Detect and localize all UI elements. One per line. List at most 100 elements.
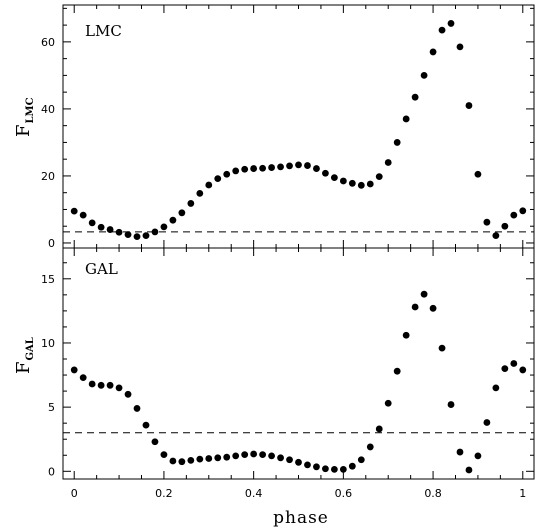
lmc-data-point [474, 170, 482, 178]
lmc-plot-frame [62, 4, 535, 249]
lmc-data-point [88, 219, 96, 227]
gal-y-tick-label: 15 [41, 273, 55, 286]
gal-data-point [214, 454, 222, 462]
gal-data-point [196, 455, 204, 463]
lmc-y-tick-label: 60 [41, 36, 55, 49]
lmc-panel: 0 20 40 60 LMC FLMC [13, 4, 535, 250]
lmc-data-point [232, 167, 240, 175]
x-tick-label: 0.6 [335, 487, 353, 500]
gal-data-point [295, 458, 302, 466]
lmc-data-point [519, 207, 527, 215]
gal-panel-label: GAL [85, 260, 118, 278]
lmc-y-axis-label: FLMC [13, 97, 36, 137]
lmc-data-point [384, 159, 392, 166]
x-axis-label: phase [273, 508, 329, 528]
lmc-data-point [295, 161, 302, 169]
gal-data-point [438, 344, 446, 352]
lmc-data-point [151, 228, 159, 236]
gal-data-point [501, 365, 509, 373]
lmc-data-point [277, 163, 284, 171]
lmc-y-tick-labels: 0 20 40 60 [41, 36, 55, 250]
gal-data-point [187, 456, 195, 464]
gal-data-point [124, 390, 132, 398]
gal-plot-frame [62, 247, 535, 480]
gal-data-point [151, 438, 159, 446]
gal-data-point [519, 366, 527, 374]
lmc-data-point [214, 175, 222, 183]
lmc-data-point [429, 48, 437, 56]
x-tick-label: 0 [71, 487, 78, 500]
gal-y-tick-label: 5 [48, 401, 55, 414]
lmc-data-point [411, 93, 419, 101]
gal-data-points [70, 290, 527, 474]
gal-data-point [384, 399, 392, 407]
lmc-data-point [124, 231, 132, 238]
gal-data-point [223, 453, 231, 461]
gal-data-point [330, 465, 338, 473]
lmc-data-point [456, 43, 464, 51]
gal-data-point [106, 381, 114, 389]
lmc-data-point [483, 218, 491, 226]
lmc-data-point [510, 211, 518, 219]
gal-data-point [79, 374, 87, 382]
lmc-data-point [286, 162, 293, 170]
lmc-data-point [205, 181, 213, 189]
lmc-data-point [339, 177, 347, 185]
x-tick-label: 0.4 [245, 487, 263, 500]
gal-data-point [411, 303, 419, 311]
lmc-data-point [420, 71, 428, 79]
gal-data-point [357, 456, 365, 464]
x-tick-label: 0.2 [155, 487, 173, 500]
gal-data-point [339, 465, 347, 473]
lmc-data-point [115, 228, 123, 236]
gal-data-point [70, 366, 78, 374]
gal-data-point [205, 455, 213, 462]
x-tick-label: 1 [519, 487, 526, 500]
lmc-data-point [313, 165, 320, 172]
gal-data-point [483, 419, 491, 426]
lmc-data-point [70, 207, 78, 215]
lmc-data-point [375, 173, 383, 181]
lmc-data-point [79, 211, 87, 219]
gal-data-point [133, 405, 141, 412]
gal-data-point [313, 463, 320, 471]
gal-data-point [447, 401, 455, 408]
gal-data-point [492, 384, 500, 392]
lmc-data-point [402, 115, 410, 123]
lmc-data-point [241, 165, 249, 173]
lmc-data-point [142, 232, 150, 239]
lmc-data-point [250, 165, 258, 172]
lmc-data-point [169, 216, 177, 224]
lmc-data-points [70, 20, 527, 241]
lmc-data-point [348, 179, 356, 187]
lmc-data-point [357, 181, 365, 189]
gal-data-point [241, 451, 249, 459]
gal-data-point [456, 448, 464, 456]
gal-data-point [429, 304, 437, 312]
gal-data-point [169, 457, 177, 465]
lmc-data-point [259, 164, 267, 172]
lmc-data-point [322, 169, 329, 177]
gal-ticks [63, 248, 534, 479]
lmc-data-point [187, 200, 195, 207]
gal-data-point [259, 451, 267, 459]
gal-y-tick-labels: 0 5 10 15 [41, 273, 55, 479]
lmc-ticks [63, 5, 534, 248]
lmc-panel-label: LMC [85, 22, 122, 40]
gal-data-point [115, 384, 123, 392]
lmc-data-point [106, 226, 114, 233]
gal-data-point [348, 462, 356, 470]
gal-data-point [420, 290, 428, 298]
gal-data-point [178, 458, 186, 466]
gal-data-point [268, 452, 275, 460]
gal-data-point [250, 450, 258, 458]
gal-data-point [322, 465, 329, 473]
gal-data-point [88, 380, 96, 388]
gal-panel: 0 5 10 15 0 0.2 0.4 0.6 0.8 1 GAL FGAL phase [13, 247, 535, 528]
lmc-y-tick-label: 20 [41, 170, 55, 183]
lmc-data-point [133, 233, 141, 241]
lmc-data-point [268, 164, 275, 171]
x-tick-label: 0.8 [424, 487, 442, 500]
lmc-data-point [178, 209, 186, 217]
